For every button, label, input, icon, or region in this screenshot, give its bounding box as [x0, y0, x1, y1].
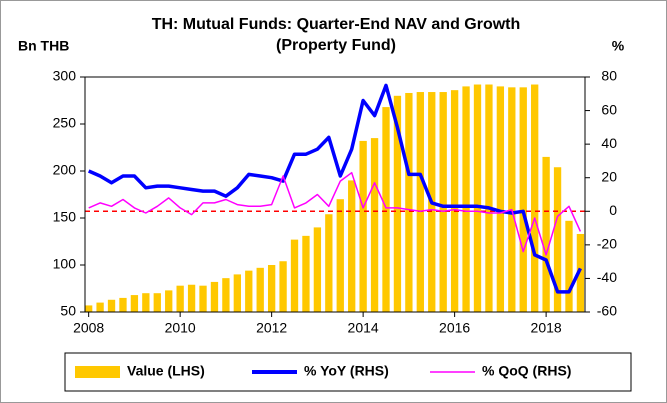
bar [153, 293, 161, 312]
y-tick-label: 150 [53, 209, 77, 225]
legend-label: Value (LHS) [127, 363, 205, 379]
bar [245, 270, 253, 312]
bar [416, 92, 424, 312]
y2-axis-label: % [612, 38, 625, 54]
y2-tick-label: -60 [597, 303, 617, 319]
bar [199, 285, 207, 312]
bar [210, 281, 219, 312]
x-tick-label: 2016 [439, 320, 470, 336]
bar [142, 293, 150, 312]
bar [130, 295, 139, 312]
bar [531, 84, 539, 313]
y2-tick-label: -40 [597, 269, 617, 285]
bar [576, 233, 585, 312]
bar [119, 297, 127, 312]
bar [222, 278, 230, 312]
bar [473, 84, 482, 313]
chart-subtitle: (Property Fund) [276, 37, 396, 54]
x-tick-label: 2012 [256, 320, 287, 336]
bar [85, 305, 93, 312]
bar [187, 284, 196, 312]
legend-swatch [75, 366, 120, 378]
y-tick-label: 300 [53, 68, 77, 84]
bar [462, 86, 470, 313]
bar [508, 87, 516, 312]
x-tick-label: 2018 [531, 320, 562, 336]
y-axis-label: Bn THB [18, 38, 69, 54]
bar [485, 84, 493, 313]
bar [519, 87, 527, 312]
x-tick-label: 2014 [348, 320, 379, 336]
line-series [87, 83, 582, 294]
legend-label: % QoQ (RHS) [482, 363, 571, 379]
bar [542, 156, 550, 312]
bar [382, 107, 390, 312]
chart-title: TH: Mutual Funds: Quarter-End NAV and Gr… [152, 16, 521, 33]
bar [553, 167, 562, 312]
bar [496, 86, 505, 313]
bar [393, 95, 402, 312]
bar [233, 274, 241, 312]
bar [565, 220, 573, 312]
y2-tick-label: 60 [601, 101, 617, 117]
y-tick-label: 250 [53, 115, 77, 131]
line-series [88, 171, 582, 256]
bar [450, 90, 459, 312]
x-tick-label: 2008 [73, 320, 104, 336]
bar [256, 267, 264, 312]
bar [405, 92, 413, 312]
x-tick-label: 2010 [165, 320, 196, 336]
bar [439, 92, 447, 312]
bar [107, 299, 116, 312]
bar [313, 227, 322, 312]
bar [96, 302, 104, 312]
y2-tick-label: 20 [601, 168, 617, 184]
bar [336, 199, 344, 312]
y2-tick-label: 80 [601, 68, 617, 84]
y2-tick-label: -20 [597, 236, 617, 252]
bar [279, 261, 287, 312]
plot-frame [84, 76, 586, 313]
bar [176, 285, 184, 312]
bar [290, 239, 299, 312]
bar [325, 214, 333, 312]
y-tick-label: 100 [53, 256, 77, 272]
y2-tick-label: 0 [609, 202, 617, 218]
bar [267, 265, 276, 312]
bar [370, 138, 379, 312]
y2-tick-label: 40 [601, 135, 617, 151]
y-tick-label: 200 [53, 162, 77, 178]
bar [348, 180, 356, 312]
bar [302, 235, 310, 312]
legend-label: % YoY (RHS) [304, 363, 389, 379]
bar [165, 290, 173, 312]
legend-box [64, 352, 632, 392]
bar [359, 140, 367, 312]
y-tick-label: 50 [60, 303, 76, 319]
